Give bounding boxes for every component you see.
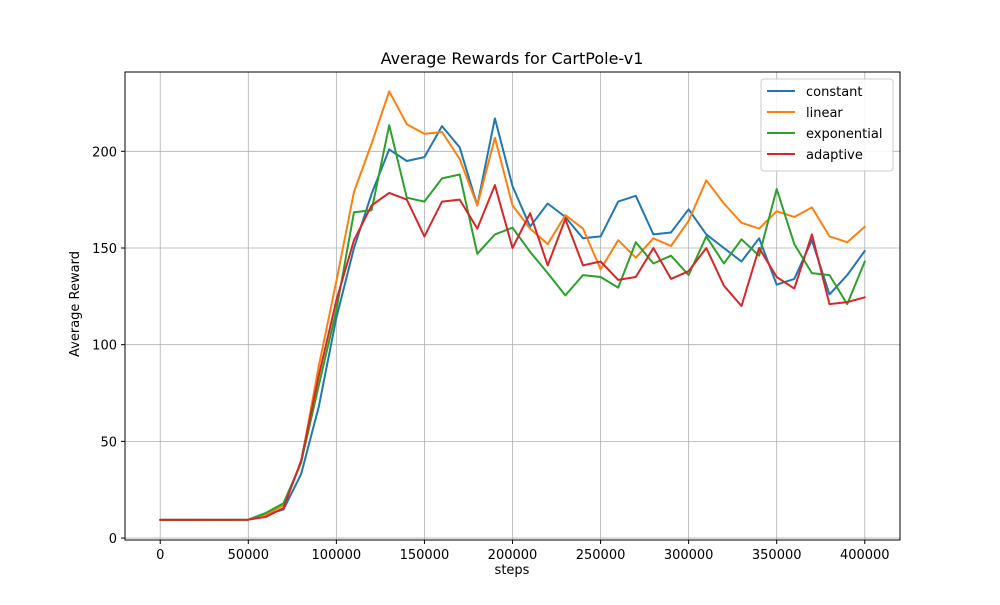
- x-tick-label: 400000: [840, 548, 890, 563]
- x-tick-label: 150000: [400, 548, 450, 563]
- series-line-linear: [159, 90, 866, 521]
- y-tick-label: 50: [100, 435, 117, 450]
- x-tick-label: 50000: [228, 548, 269, 563]
- y-axis: 0 50 100 150 200: [92, 145, 125, 547]
- chart-title: Average Rewards for CartPole-v1: [381, 49, 644, 68]
- x-axis-label: steps: [495, 563, 530, 578]
- series-line-adaptive: [159, 184, 866, 521]
- x-tick-label: 250000: [576, 548, 626, 563]
- x-tick-label: 200000: [488, 548, 538, 563]
- x-tick-label: 350000: [752, 548, 802, 563]
- x-tick-label: 100000: [312, 548, 362, 563]
- y-axis-label: Average Reward: [68, 251, 83, 357]
- y-tick-label: 150: [92, 242, 117, 257]
- series-line-constant: [159, 117, 866, 521]
- legend-label-linear: linear: [806, 106, 843, 121]
- series-line-exponential: [159, 124, 866, 521]
- legend: constant linear exponential adaptive: [760, 78, 894, 172]
- x-tick-label: 300000: [664, 548, 714, 563]
- legend-label-constant: constant: [806, 85, 863, 100]
- y-tick-label: 0: [109, 532, 117, 547]
- plot-area-frame: [124, 71, 901, 541]
- legend-label-exponential: exponential: [806, 127, 882, 142]
- legend-label-adaptive: adaptive: [806, 148, 863, 163]
- y-tick-label: 100: [92, 339, 117, 354]
- x-axis: 0 50000 100000 150000 200000 250000 300000 3500…: [156, 540, 890, 563]
- y-tick-label: 200: [92, 145, 117, 160]
- legend-box: [760, 78, 894, 172]
- x-tick-label: 0: [156, 548, 164, 563]
- series-lines: [159, 90, 866, 521]
